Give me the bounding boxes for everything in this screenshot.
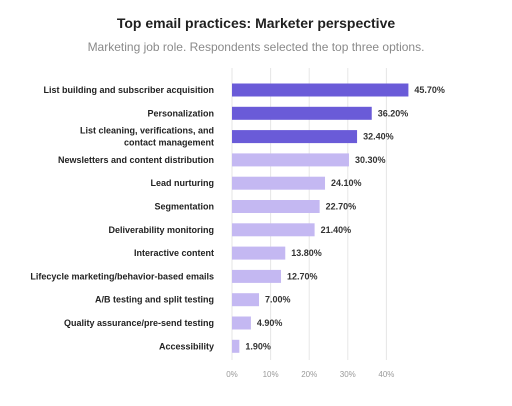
data-label: 7.00% [265,295,291,305]
bar [232,316,251,330]
category-label: Lead nurturing [151,178,215,188]
category-label: Segmentation [154,202,214,212]
x-tick-label: 20% [301,370,317,379]
data-label: 21.40% [321,225,352,235]
x-tick-label: 30% [340,370,356,379]
data-label: 30.30% [355,155,386,165]
bar [232,293,260,307]
bar [232,130,358,144]
data-label: 1.90% [245,341,271,351]
category-label: Interactive content [134,248,214,258]
bar [232,83,409,97]
bar [232,246,286,260]
data-label: 45.70% [414,85,445,95]
category-label: contact management [124,138,214,148]
category-label: Personalization [147,108,214,118]
category-label: List building and subscriber acquisition [43,85,214,95]
bar [232,339,240,353]
category-label: Quality assurance/pre-send testing [64,318,214,328]
data-label: 12.70% [287,271,318,281]
data-label: 22.70% [326,202,357,212]
bar [232,269,282,283]
category-label: Lifecycle marketing/behavior-based email… [30,271,214,281]
chart-title: Top email practices: Marketer perspectiv… [116,15,396,31]
bar [232,106,372,120]
data-label: 36.20% [378,108,409,118]
x-tick-label: 0% [226,370,238,379]
data-label: 32.40% [363,132,394,142]
chart-subtitle: Marketing job role. Respondents selected… [87,40,425,54]
bar [232,223,315,237]
bar [232,200,320,213]
x-tick-label: 10% [263,370,279,379]
bar [232,176,326,190]
data-label: 13.80% [291,248,322,258]
category-label: Deliverability monitoring [108,225,214,235]
category-label: Newsletters and content distribution [58,155,214,165]
data-label: 4.90% [257,318,283,328]
bar [232,153,349,167]
category-label: Accessibility [159,341,214,351]
x-tick-label: 40% [378,370,394,379]
category-label: List cleaning, verifications, and [80,126,214,136]
category-label: A/B testing and split testing [95,295,214,305]
data-label: 24.10% [331,178,362,188]
